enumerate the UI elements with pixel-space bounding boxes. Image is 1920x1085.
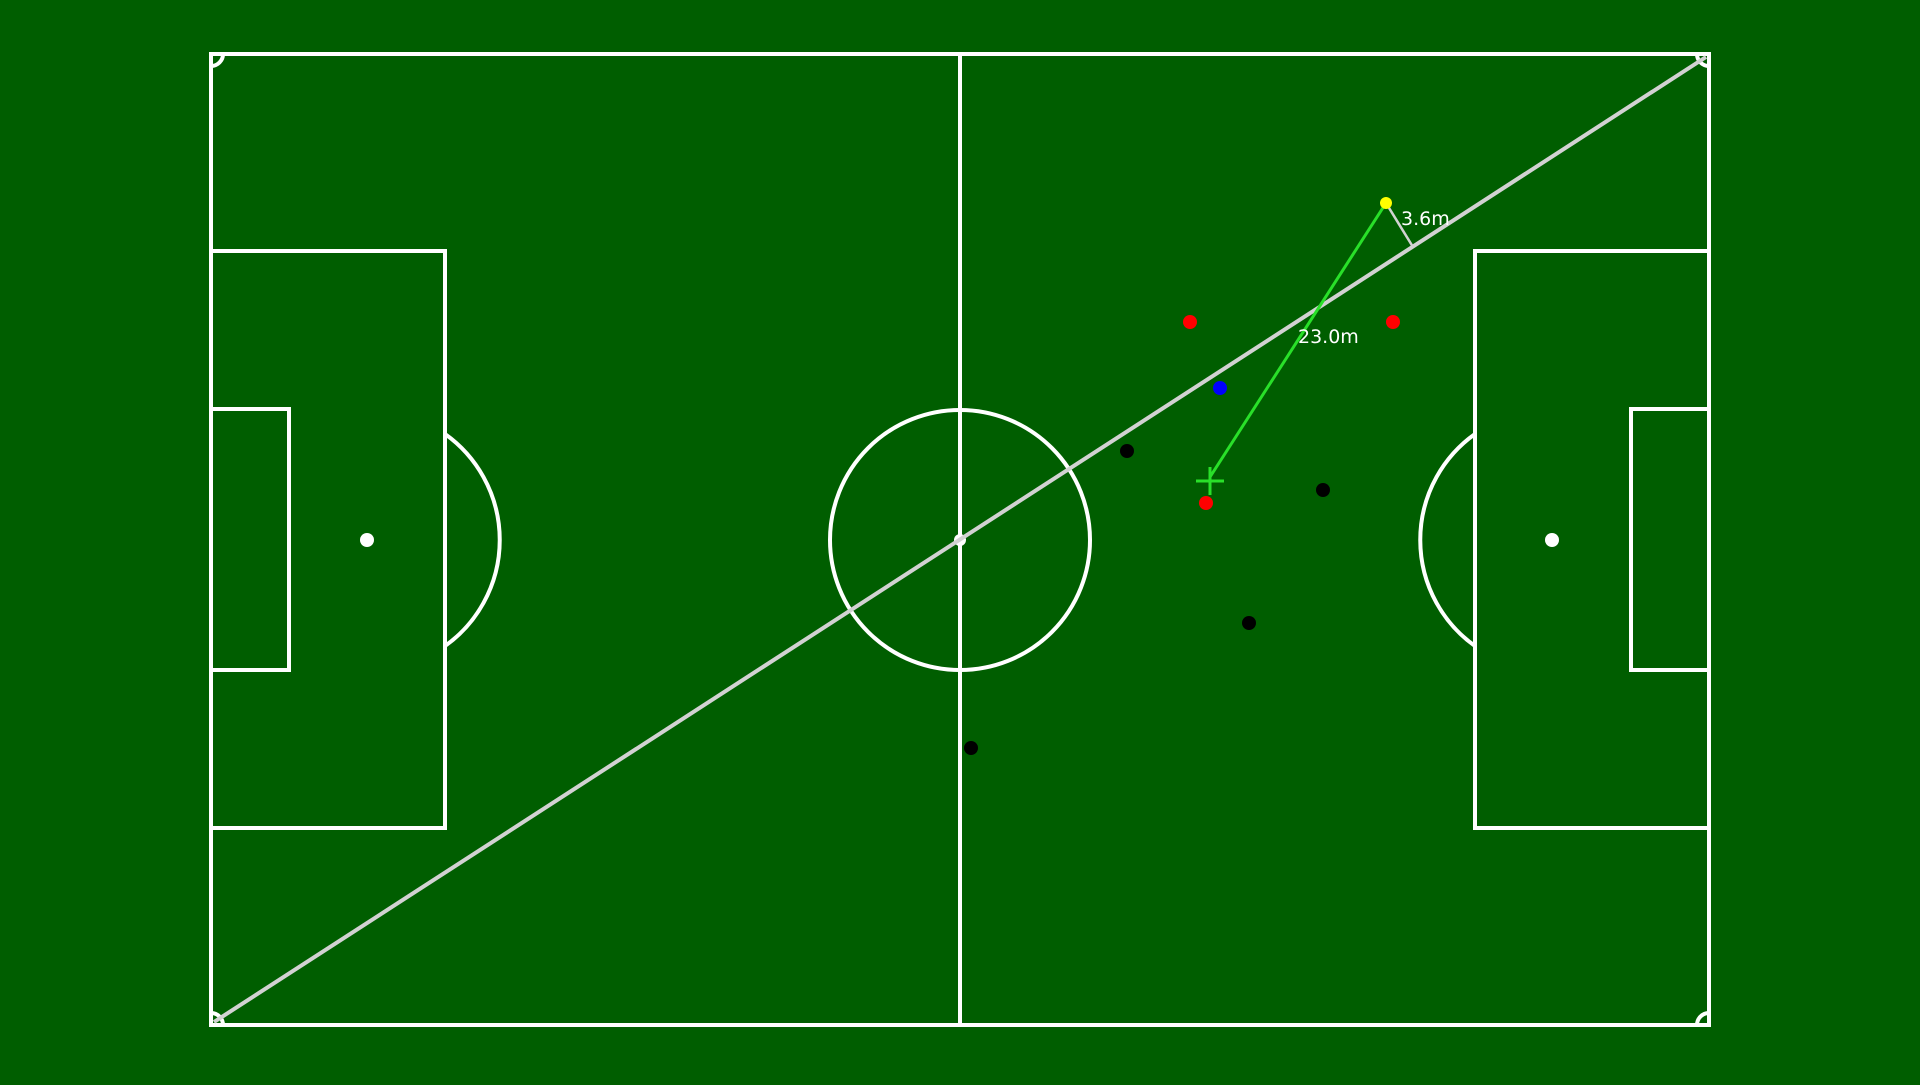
black-player-4 [964,741,978,755]
right-penalty-arc [1418,432,1477,648]
left-goal-area [209,407,291,672]
crosshair-plus-icon [1196,467,1224,495]
black-player-1 [1120,444,1134,458]
pass-distance-label: 23.0m [1298,326,1359,348]
offset-distance-label: 3.6m [1401,208,1450,230]
black-player-3 [1242,616,1256,630]
red-player-2 [1386,315,1400,329]
corner-arc-top-left [210,53,225,68]
pass-vector-line [1208,202,1388,478]
ball-dot-icon [1380,197,1392,209]
black-player-2 [1316,483,1330,497]
center-circle [828,408,1092,672]
diagonal-reference-line [212,55,1708,1024]
right-goal-area [1629,407,1711,672]
red-player-1 [1183,315,1197,329]
right-penalty-spot [1545,533,1559,547]
left-penalty-arc [443,432,502,648]
offset-perpendicular-line [1384,202,1415,248]
left-penalty-spot [360,533,374,547]
corner-arc-bottom-right [1695,1011,1710,1026]
blue-player [1213,381,1227,395]
red-player-3 [1199,496,1213,510]
